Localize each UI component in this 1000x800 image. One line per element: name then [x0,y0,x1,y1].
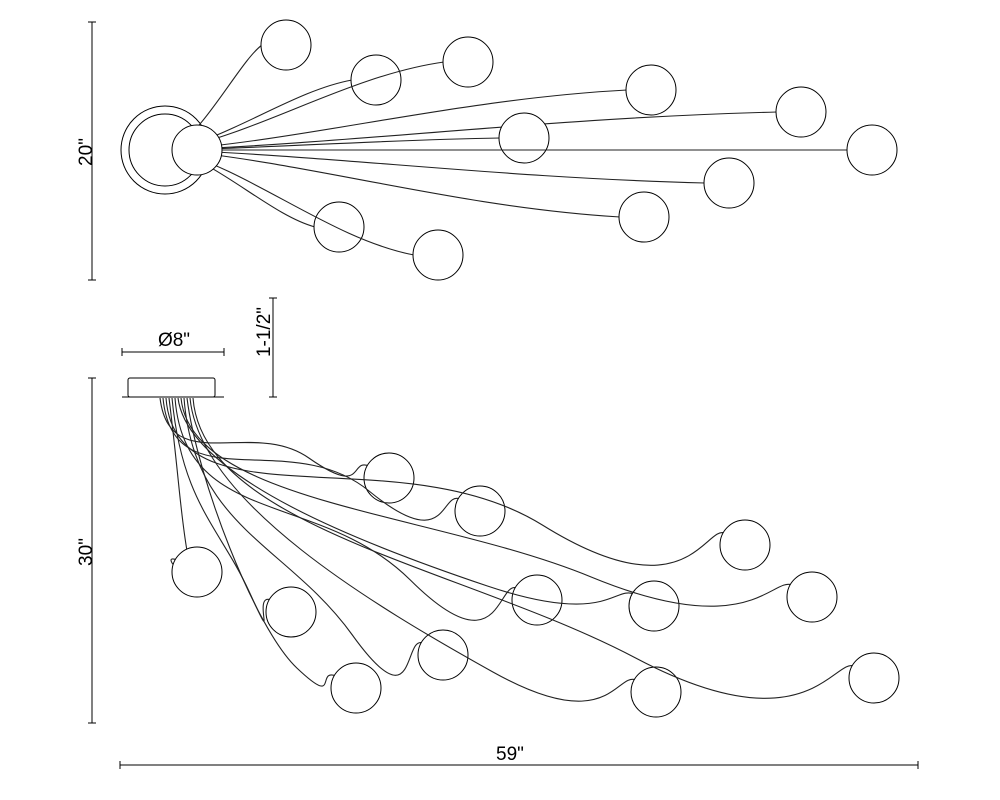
arm [168,397,189,571]
globe [171,124,223,176]
label-59in: 59" [496,744,524,765]
arm [171,149,621,218]
globe [618,191,670,243]
dim-line-1-5in [269,297,277,398]
dim-line-20in [88,21,96,281]
globe [775,86,827,138]
arm [171,89,628,151]
globe [630,666,682,718]
arm [180,397,793,607]
arm [165,397,726,566]
globe [330,662,382,714]
arm [171,111,778,151]
globe [498,112,550,164]
dimension-lines [88,21,919,769]
globe [260,19,312,71]
top-view [120,19,898,281]
globe [786,571,838,623]
globe [171,546,223,598]
arm [177,397,635,605]
arm [192,397,855,699]
globe [719,519,771,571]
arm [189,397,637,702]
label-30in: 30" [76,538,97,566]
globe [417,629,469,681]
globe [363,452,415,504]
dim-line-8in [121,348,225,356]
label-1-5in: 1-1/2" [254,307,275,357]
arm [159,397,370,477]
globe [628,580,680,632]
canopy-side [127,377,216,398]
arm [171,149,706,184]
arm [174,397,518,621]
side-view [122,377,900,718]
globe [846,124,898,176]
globe [313,201,365,253]
globe [265,586,317,638]
dim-line-59in [119,761,919,769]
globe [625,64,677,116]
globe [454,485,506,537]
globe [350,54,402,106]
globe [848,652,900,704]
dim-line-30in [88,377,96,724]
label-20in: 20" [76,138,97,166]
arm [183,397,424,676]
arm [186,397,337,687]
globe [442,36,494,88]
globe [412,229,464,281]
label-8in: Ø8" [158,330,190,351]
globe [703,157,755,209]
